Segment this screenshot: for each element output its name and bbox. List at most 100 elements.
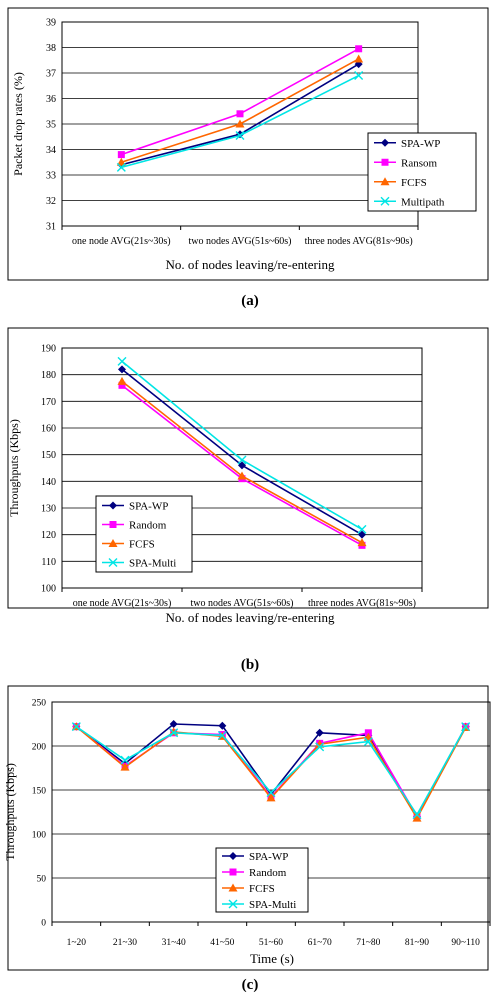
series-SPA-Multi [71,722,471,820]
data-point-stroke [357,524,367,534]
data-point-stroke [217,730,227,740]
legend-box [367,132,477,212]
y-tick-label: 39 [46,18,56,29]
y-tick-label: 170 [41,397,56,408]
x-tick-label: 41~50 [210,938,234,948]
data-point-stroke [363,737,373,747]
legend-label: SPA-Multi [249,899,296,911]
data-point [71,722,81,732]
data-point-stroke [71,722,81,732]
data-point [315,739,325,748]
legend-label: SPA-WP [401,138,440,150]
legend-label: SPA-WP [249,851,288,863]
data-point [116,157,126,166]
legend: SPA-WP Random FCFS SPA-Multi [95,495,193,573]
legend-label: Random [249,867,287,879]
y-tick-label: 0 [41,919,46,929]
x-tick-label: two nodes AVG(51s~60s) [190,598,293,609]
data-point-stroke [120,755,130,765]
x-tick-label: 51~60 [259,938,283,948]
y-tick-label: 130 [41,504,56,515]
y-tick-label: 250 [32,699,47,709]
data-point-stroke [412,810,422,820]
legend-marker [109,501,117,510]
x-tick-label: 61~70 [308,938,332,948]
data-point [412,810,422,820]
x-axis-label: No. of nodes leaving/re-entering [166,257,335,272]
legend-label: Ransom [401,157,438,169]
x-tick-label: 1~20 [67,938,87,948]
figure-caption: (b) [241,657,259,673]
x-tick-label: one node AVG(21s~30s) [73,598,172,609]
y-tick-label: 33 [46,171,56,182]
x-tick-label: one node AVG(21s~30s) [72,236,171,247]
series-FCFS [117,376,367,547]
x-axis-label: No. of nodes leaving/re-entering [166,610,335,625]
x-tick-label: 71~80 [356,938,380,948]
legend-marker [381,138,389,147]
y-tick-label: 36 [46,94,56,105]
legend-marker-stroke [108,558,118,567]
legend-label: FCFS [129,539,155,551]
y-tick-label: 37 [46,69,56,80]
y-tick-label: 100 [41,584,56,595]
data-point [237,471,247,480]
data-point [461,722,471,732]
y-tick-label: 200 [32,743,47,753]
series-SPA-Multi [117,356,367,534]
data-point-stroke [169,728,179,738]
data-point [236,110,244,118]
y-tick-label: 38 [46,43,56,54]
legend-marker [228,883,238,892]
legend-label: FCFS [249,883,275,895]
y-tick-label: 150 [32,787,47,797]
legend-label: SPA-Multi [129,558,176,570]
data-point [354,54,364,63]
data-point [235,130,245,140]
legend-marker [380,177,390,186]
data-point [354,71,364,81]
legend-marker [108,539,118,547]
y-tick-label: 31 [46,222,56,233]
legend-label: Random [129,520,167,532]
data-point-stroke [461,722,471,732]
y-axis-label: Packet drop rates (%) [11,72,25,176]
data-point-stroke [237,455,247,465]
legend-label: FCFS [401,177,427,189]
series-Ransom [117,45,363,159]
data-point [358,530,366,539]
series-Multipath [116,71,364,172]
y-tick-label: 32 [46,196,56,207]
data-point [357,524,367,534]
y-axis-label: Throughputs (Kbps) [3,763,17,861]
y-tick-label: 190 [41,344,56,355]
data-point [169,728,179,738]
legend: SPA-WP Random FCFS SPA-Multi [215,847,309,913]
y-tick-label: 150 [41,450,56,461]
data-point [218,721,227,730]
data-point [412,813,422,822]
chart-1: 31 32 33 34 35 36 37 38 39 one node AVG(21s~30s) t… [7,7,489,309]
data-point-stroke [235,130,245,140]
data-point [117,376,127,385]
data-point [357,538,367,547]
chart-frame [7,685,489,971]
legend-marker-stroke [228,899,238,909]
data-point-stroke [354,71,364,81]
data-point [355,45,363,53]
chart-2: 100 110 120 130 140 150 160 170 180 190 one node A… [7,327,489,673]
data-point-stroke [266,788,276,798]
x-axis-label: Time (s) [250,951,294,966]
y-tick-label: 50 [37,875,47,885]
plot-area [61,347,423,589]
data-point [363,737,373,747]
legend-box [95,495,193,573]
data-point [120,762,130,771]
data-point [120,755,130,765]
data-point [266,793,276,802]
data-point [237,455,247,465]
legend-label: Multipath [401,196,445,208]
data-point [266,788,276,798]
data-point [235,119,245,128]
